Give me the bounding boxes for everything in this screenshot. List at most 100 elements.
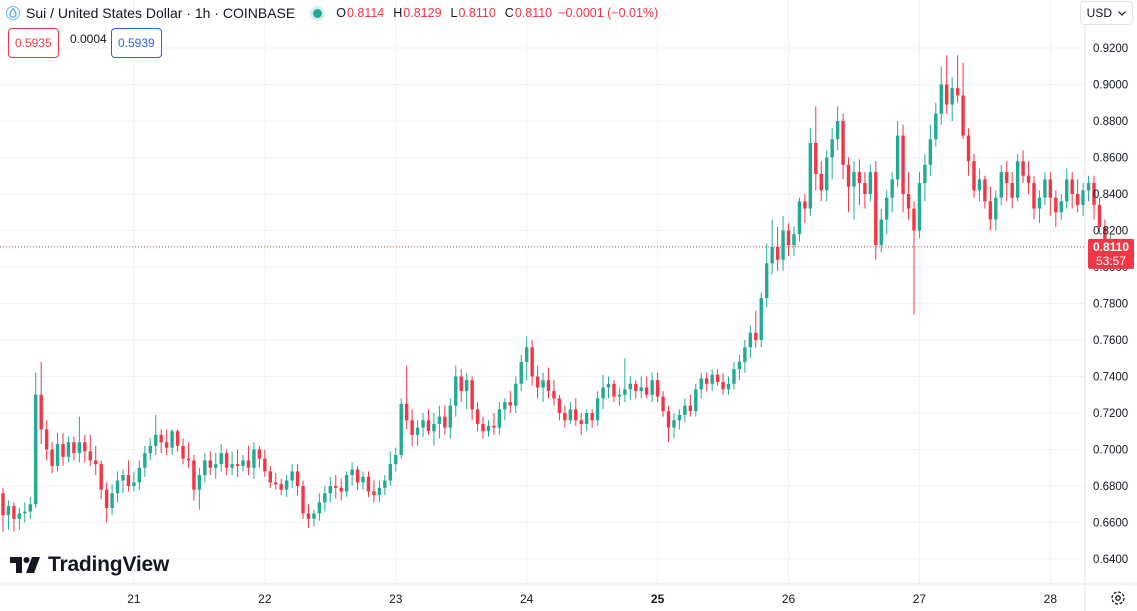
candle[interactable] <box>503 398 507 421</box>
candle[interactable] <box>623 358 627 403</box>
candle[interactable] <box>377 480 382 503</box>
candle[interactable] <box>1015 153 1020 202</box>
candle[interactable] <box>121 469 125 494</box>
candle[interactable] <box>1005 161 1009 202</box>
candle[interactable] <box>1037 190 1042 224</box>
candle[interactable] <box>334 475 338 499</box>
candle[interactable] <box>704 372 709 392</box>
candle[interactable] <box>34 372 38 508</box>
candle[interactable] <box>208 451 212 476</box>
candle[interactable] <box>595 391 600 426</box>
candle[interactable] <box>579 413 583 435</box>
candle[interactable] <box>263 449 267 477</box>
candle[interactable] <box>748 325 753 359</box>
candle[interactable] <box>72 436 76 461</box>
candle[interactable] <box>939 66 943 125</box>
candle[interactable] <box>906 172 911 220</box>
candle[interactable] <box>617 387 622 406</box>
candle[interactable] <box>797 197 802 242</box>
candle[interactable] <box>170 429 174 455</box>
candle[interactable] <box>754 310 758 348</box>
candle[interactable] <box>1043 172 1047 205</box>
candle[interactable] <box>950 77 954 121</box>
currency-selector[interactable]: USD <box>1079 1 1133 25</box>
candle[interactable] <box>486 420 491 437</box>
candle[interactable] <box>110 484 114 516</box>
candle[interactable] <box>306 504 311 528</box>
candle[interactable] <box>1081 183 1085 216</box>
candle[interactable] <box>634 380 638 399</box>
candle[interactable] <box>819 161 823 202</box>
candle[interactable] <box>1092 175 1096 220</box>
candle[interactable] <box>241 454 245 472</box>
candle[interactable] <box>399 398 403 459</box>
candle[interactable] <box>917 172 922 238</box>
candle[interactable] <box>77 416 82 463</box>
candle[interactable] <box>388 451 393 486</box>
candle[interactable] <box>852 161 856 220</box>
candle[interactable] <box>781 215 785 271</box>
candle[interactable] <box>219 444 223 472</box>
buy-price-button[interactable]: 0.5939 <box>111 28 162 58</box>
candle[interactable] <box>437 405 442 439</box>
candle[interactable] <box>683 398 687 423</box>
candle[interactable] <box>524 336 529 381</box>
candle[interactable] <box>279 478 283 496</box>
candle[interactable] <box>328 476 332 503</box>
candle[interactable] <box>44 420 49 461</box>
candle[interactable] <box>775 226 780 271</box>
candle[interactable] <box>923 153 927 202</box>
candle[interactable] <box>475 402 480 432</box>
candle[interactable] <box>181 438 185 465</box>
candle[interactable] <box>868 164 873 202</box>
candle[interactable] <box>317 493 322 521</box>
candle[interactable] <box>874 161 878 260</box>
candle[interactable] <box>61 433 65 466</box>
candle[interactable] <box>759 292 763 348</box>
candle[interactable] <box>432 413 436 446</box>
candle[interactable] <box>988 186 993 231</box>
candle[interactable] <box>274 473 278 490</box>
candle[interactable] <box>1075 179 1080 213</box>
candle[interactable] <box>568 402 573 424</box>
candle[interactable] <box>841 113 845 180</box>
candle[interactable] <box>863 172 867 209</box>
candle[interactable] <box>1070 172 1074 209</box>
candle[interactable] <box>928 124 933 176</box>
candle[interactable] <box>934 102 938 147</box>
candle[interactable] <box>628 376 633 401</box>
candle[interactable] <box>770 219 774 275</box>
candle[interactable] <box>39 361 43 445</box>
candle[interactable] <box>835 106 840 151</box>
candle[interactable] <box>563 405 567 428</box>
candle[interactable] <box>584 409 589 432</box>
candle[interactable] <box>1086 175 1091 202</box>
candle[interactable] <box>301 480 305 519</box>
candle[interactable] <box>492 413 496 435</box>
candle[interactable] <box>197 467 202 510</box>
candle[interactable] <box>454 365 458 417</box>
candle[interactable] <box>972 153 976 198</box>
candle[interactable] <box>344 471 349 497</box>
candle[interactable] <box>394 447 398 472</box>
candle[interactable] <box>765 243 769 308</box>
candle[interactable] <box>541 372 545 403</box>
candle[interactable] <box>104 482 109 523</box>
candle[interactable] <box>230 451 234 476</box>
candle[interactable] <box>143 445 147 477</box>
candle[interactable] <box>12 502 16 532</box>
candle[interactable] <box>601 374 605 410</box>
candle[interactable] <box>410 409 414 446</box>
candle[interactable] <box>655 372 660 403</box>
candle[interactable] <box>737 354 742 381</box>
candle[interactable] <box>879 208 883 253</box>
candle[interactable] <box>235 449 240 477</box>
candle[interactable] <box>901 124 905 213</box>
candle[interactable] <box>606 376 611 399</box>
candle[interactable] <box>6 500 11 530</box>
candle[interactable] <box>132 471 136 492</box>
candle[interactable] <box>99 460 103 499</box>
candle[interactable] <box>814 106 818 191</box>
candle[interactable] <box>688 394 693 417</box>
